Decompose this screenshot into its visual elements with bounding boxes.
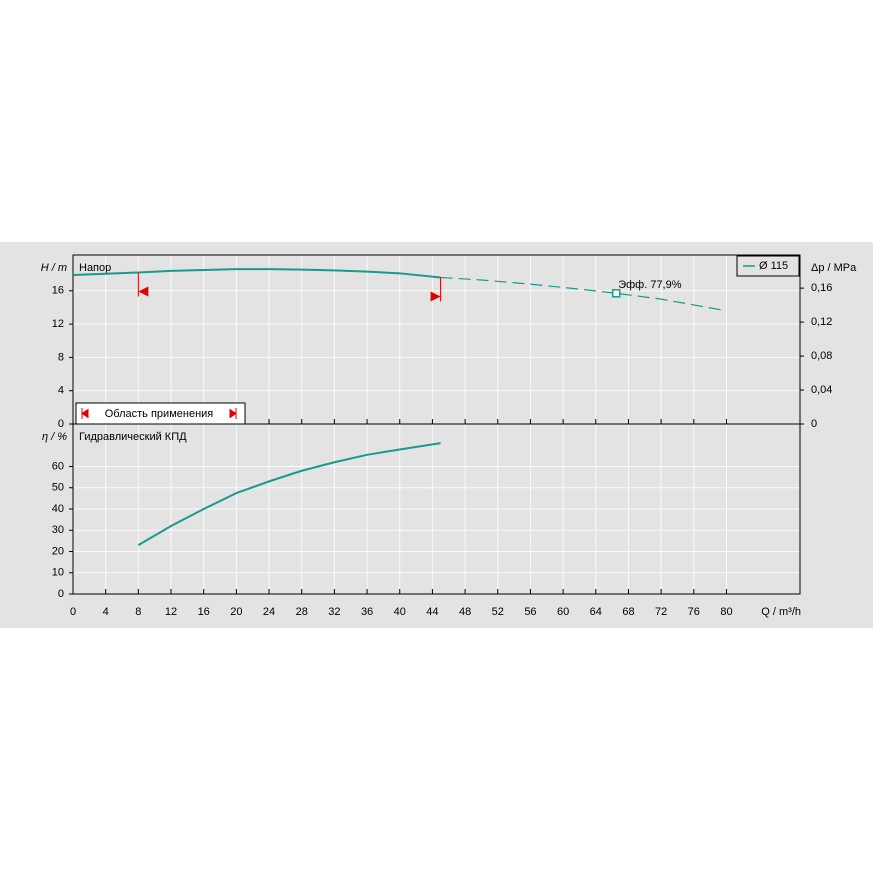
y2-tick-label: 0 [811,418,817,430]
efficiency-marker [611,289,621,298]
x-tick-label: 64 [590,606,602,618]
x-tick-label: 24 [263,606,275,618]
y-axis-label: H / m [41,262,67,274]
panel [0,242,873,628]
panel-title: Гидравлический КПД [79,431,187,443]
range-marker [137,272,149,297]
x-tick-label: 80 [720,606,732,618]
series-line [440,276,727,312]
x-tick-label: 20 [230,606,242,618]
x-tick-label: 16 [198,606,210,618]
series-line [72,268,441,279]
panel-title: Напор [79,262,111,274]
x-tick-label: 0 [70,606,76,618]
x-tick-label: 68 [622,606,634,618]
y-tick-label: 40 [52,503,64,515]
x-tick-label: 40 [394,606,406,618]
y-tick-label: 4 [58,385,64,397]
x-tick-label: 48 [459,606,471,618]
y-tick-label: 60 [52,460,64,472]
y-axis-label: η / % [42,431,67,443]
range-label: Область применения [105,408,214,420]
x-tick-label: 76 [688,606,700,618]
x-tick-label: 8 [135,606,141,618]
y-tick-label: 8 [58,351,64,363]
range-marker [430,277,442,302]
y2-tick-label: 0,08 [811,350,832,362]
y2-tick-label: 0,12 [811,316,832,328]
x-tick-label: 36 [361,606,373,618]
y-tick-label: 16 [52,285,64,297]
y2-tick-label: 0,16 [811,282,832,294]
y-tick-label: 12 [52,318,64,330]
x-tick-label: 44 [426,606,438,618]
x-tick-label: 28 [296,606,308,618]
series-line [137,442,441,546]
y-tick-label: 30 [52,524,64,536]
range-box-arrow [81,408,237,419]
range-arrow [430,291,441,302]
legend-label: Ø 115 [759,260,788,272]
y2-axis-label: Δp / MPa [811,262,857,274]
x-axis-label: Q / m³/h [761,606,801,618]
x-tick-label: 12 [165,606,177,618]
x-tick-label: 4 [103,606,109,618]
y-tick-label: 0 [58,418,64,430]
y-tick-label: 50 [52,482,64,494]
range-arrow [138,286,149,297]
y-tick-label: 20 [52,545,64,557]
x-tick-label: 72 [655,606,667,618]
x-tick-label: 32 [328,606,340,618]
y-tick-label: 0 [58,588,64,600]
y-tick-label: 10 [52,567,64,579]
x-tick-label: 52 [492,606,504,618]
x-tick-label: 60 [557,606,569,618]
legend-box [736,255,800,277]
y2-tick-label: 0,04 [811,384,832,396]
plot-frame [72,423,801,595]
x-tick-label: 56 [524,606,536,618]
efficiency-label: Эфф. 77,9% [618,279,682,291]
